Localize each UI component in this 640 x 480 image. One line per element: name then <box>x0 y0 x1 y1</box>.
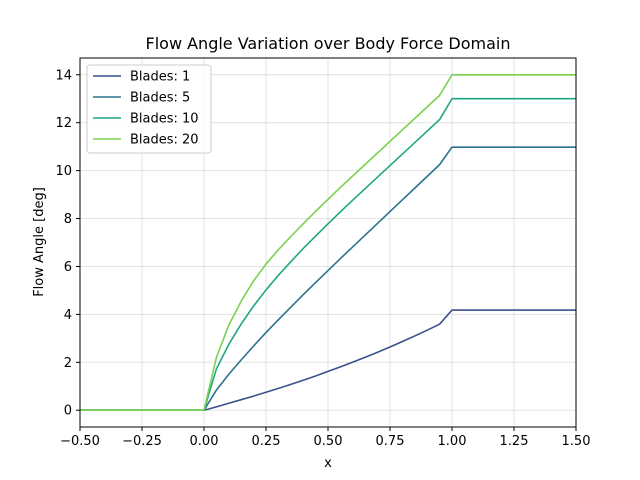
series-line <box>80 146 576 412</box>
y-tick-label: 4 <box>64 308 72 323</box>
series-lines <box>80 73 576 412</box>
y-tick-label: 12 <box>55 116 72 131</box>
y-tick-label: 2 <box>64 356 72 371</box>
series-line <box>80 73 576 412</box>
y-axis-title: Flow Angle [deg] <box>32 187 47 297</box>
y-tick-label: 8 <box>64 212 72 227</box>
series-line <box>80 97 576 412</box>
y-tick-label: 14 <box>55 68 72 83</box>
legend: Blades: 1 Blades: 5 Blades: 10 Blades: 20 <box>86 64 212 154</box>
x-axis: −0.50 −0.25 0.00 0.25 0.50 0.75 1.00 1.25 1.50 <box>60 427 590 449</box>
series-line <box>80 309 576 412</box>
legend-label: Blades: 20 <box>130 133 199 148</box>
y-tick-label: 6 <box>64 260 72 275</box>
x-tick-label: 0.25 <box>252 434 281 449</box>
legend-label: Blades: 5 <box>130 91 190 106</box>
x-tick-label: 1.00 <box>438 434 467 449</box>
x-tick-label: 0.75 <box>376 434 405 449</box>
x-tick-label: 1.25 <box>500 434 529 449</box>
x-tick-label: −0.25 <box>122 434 162 449</box>
x-tick-label: 0.50 <box>314 434 343 449</box>
y-tick-label: 10 <box>55 164 72 179</box>
x-tick-label: −0.50 <box>60 434 100 449</box>
legend-label: Blades: 10 <box>130 112 199 127</box>
legend-frame <box>86 64 212 154</box>
y-tick-label: 0 <box>64 404 72 419</box>
x-tick-label: 1.50 <box>562 434 591 449</box>
grid-lines <box>79 58 577 427</box>
chart-title: Flow Angle Variation over Body Force Dom… <box>146 34 511 53</box>
x-tick-label: 0.00 <box>190 434 219 449</box>
x-axis-title: x <box>324 456 332 471</box>
legend-label: Blades: 1 <box>130 70 190 85</box>
y-axis: 0 2 4 6 8 10 12 14 <box>55 68 80 419</box>
